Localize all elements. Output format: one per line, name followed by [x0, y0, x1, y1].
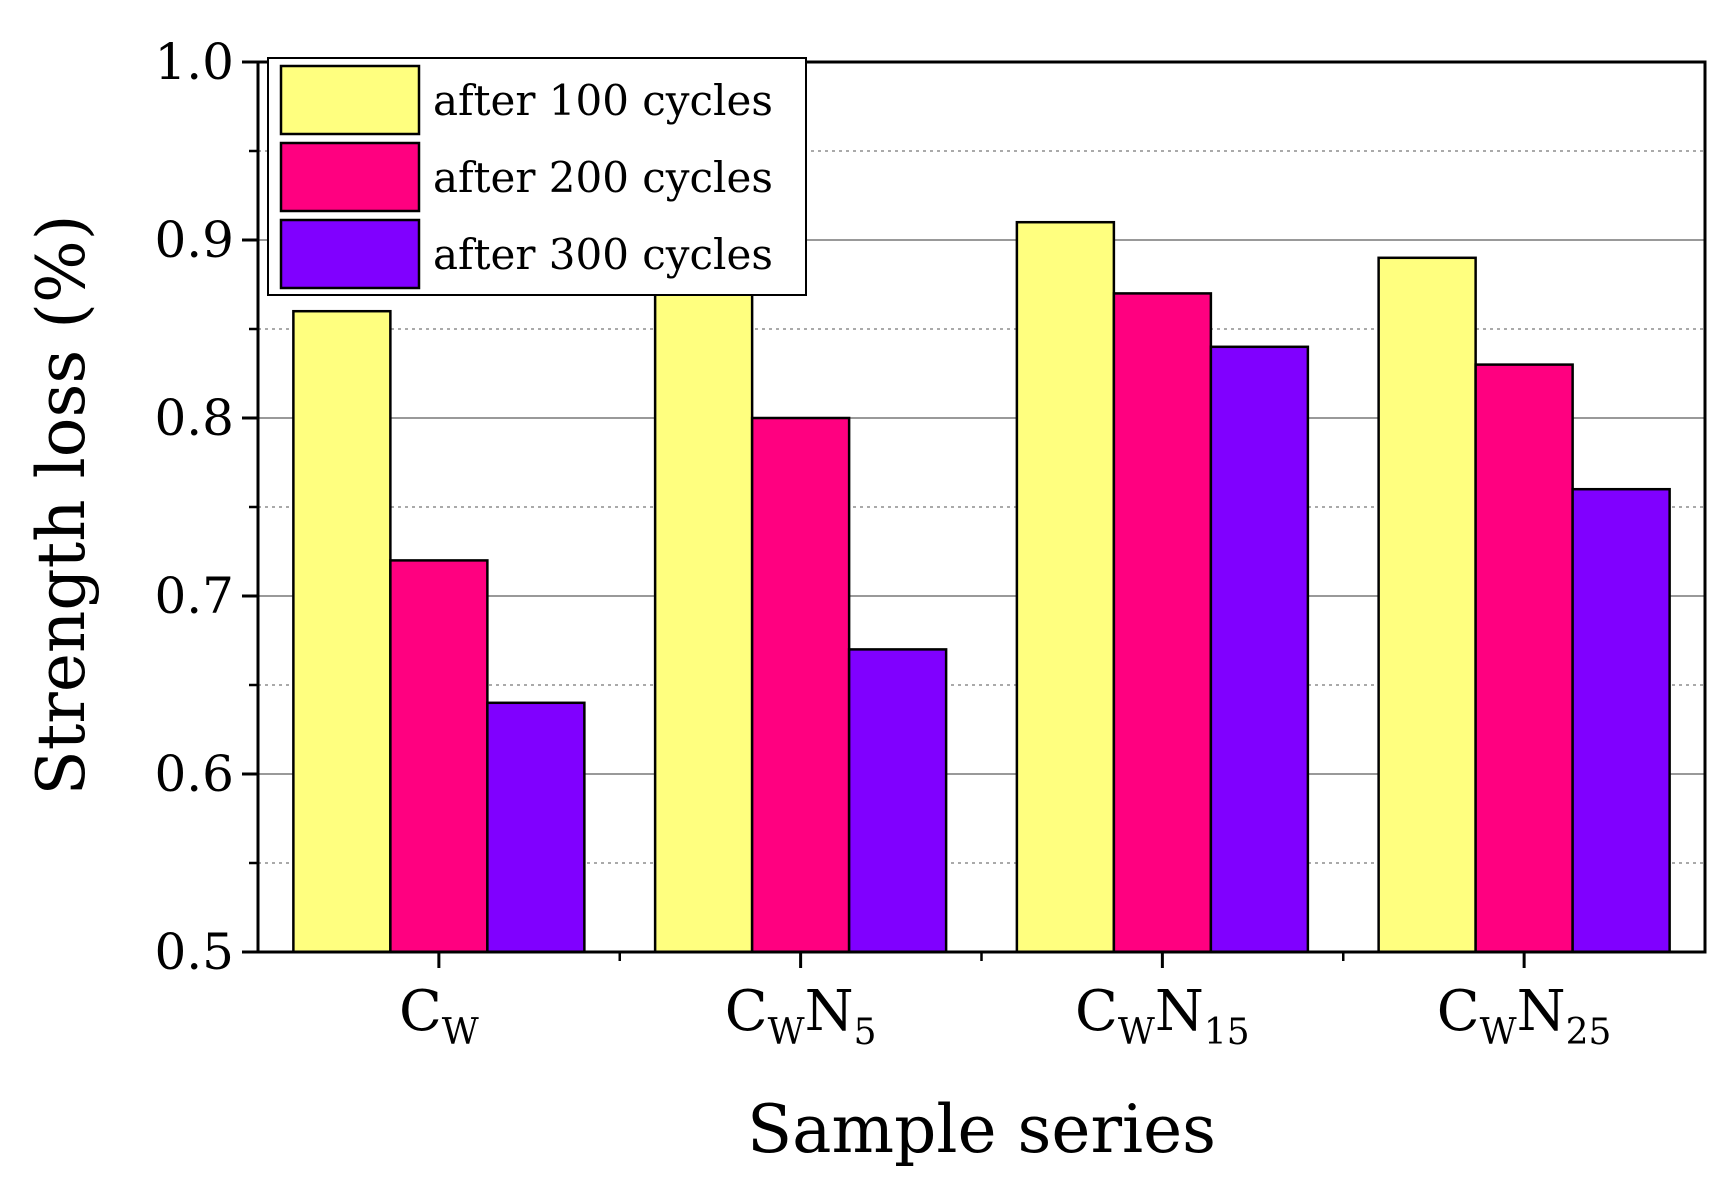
y-tick-label: 0.7 — [154, 567, 234, 625]
x-tick-text: C — [725, 979, 768, 1044]
bar — [486, 701, 586, 954]
x-tick-subscript: W — [768, 1012, 805, 1053]
bar — [847, 648, 948, 954]
y-axis-title: Strength loss (%) — [23, 215, 100, 796]
bar — [750, 416, 851, 954]
legend-label: after 300 cycles — [433, 230, 773, 279]
x-tick-text: N — [1155, 979, 1204, 1044]
x-tick-subscript: W — [1480, 1012, 1517, 1053]
legend: after 100 cycles after 200 cycles after 30… — [267, 57, 807, 296]
bar — [653, 292, 754, 954]
bar — [292, 309, 392, 954]
legend-label: after 200 cycles — [433, 153, 773, 202]
legend-swatch — [279, 218, 421, 290]
bar — [1112, 292, 1213, 954]
bar — [1377, 256, 1477, 954]
x-tick-text: C — [399, 979, 442, 1044]
y-tick-label: 0.8 — [154, 389, 234, 447]
x-axis: CW CWN5 CWN15 CWN25 — [399, 952, 1612, 1053]
bar — [389, 559, 489, 954]
x-tick-subscript: 5 — [854, 1012, 877, 1053]
x-tick-subscript: W — [442, 1012, 479, 1053]
y-tick-label: 1.0 — [154, 33, 234, 91]
x-tick-label: CW — [399, 979, 479, 1053]
legend-swatch — [279, 141, 421, 213]
y-tick-label: 0.6 — [154, 745, 234, 803]
x-tick-label: CWN15 — [1075, 979, 1250, 1053]
x-tick-subscript: 25 — [1566, 1012, 1612, 1053]
bar — [1571, 487, 1671, 954]
x-tick-text: C — [1075, 979, 1118, 1044]
x-tick-subscript: 15 — [1204, 1012, 1250, 1053]
x-tick-label: CWN5 — [725, 979, 877, 1053]
legend-swatch — [279, 64, 421, 136]
x-tick-text: N — [805, 979, 854, 1044]
bar — [1474, 363, 1574, 954]
x-tick-text: C — [1437, 979, 1480, 1044]
x-axis-title: Sample series — [747, 1091, 1216, 1168]
x-tick-text: N — [1517, 979, 1566, 1044]
y-tick-label: 0.5 — [154, 923, 234, 981]
x-tick-subscript: W — [1118, 1012, 1155, 1053]
bars — [292, 220, 1671, 954]
x-tick-label: CWN25 — [1437, 979, 1612, 1053]
y-tick-label: 0.9 — [154, 211, 234, 269]
bar — [1015, 220, 1116, 954]
y-axis: 0.5 0.6 0.7 0.8 0.9 1.0 — [154, 33, 258, 981]
bar — [1209, 345, 1310, 954]
legend-label: after 100 cycles — [433, 76, 773, 125]
